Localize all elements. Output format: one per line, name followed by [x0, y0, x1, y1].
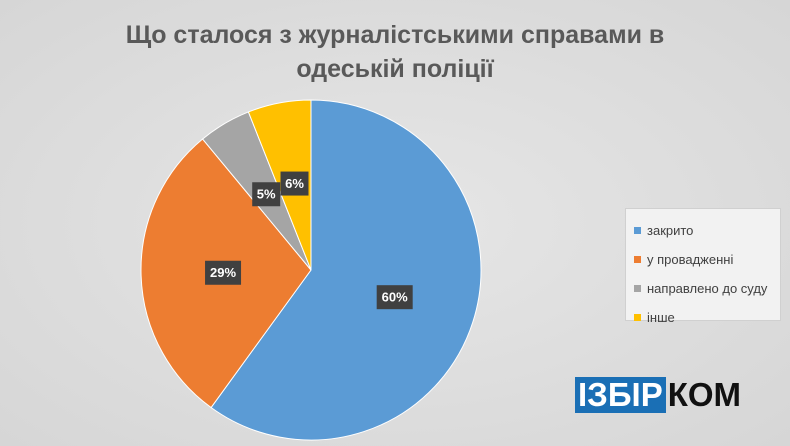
legend-swatch: [634, 256, 641, 263]
data-label-box: [280, 171, 309, 196]
data-label-box: [252, 182, 281, 207]
data-label: 5%: [257, 187, 276, 202]
data-label-box: [205, 260, 242, 285]
legend-entry: закрито: [626, 216, 780, 245]
data-label: 60%: [382, 290, 408, 305]
legend-entry: у провадженні: [626, 245, 780, 274]
legend-label: інше: [647, 310, 675, 325]
legend-swatch: [634, 285, 641, 292]
logo: ІЗБІР КОМ: [575, 377, 741, 413]
pie-slice: [210, 99, 482, 441]
logo-right: КОМ: [667, 376, 742, 413]
chart-title: Що сталося з журналістськими справами в …: [125, 21, 665, 83]
legend-swatch: [634, 227, 641, 234]
data-label: 29%: [210, 265, 236, 280]
data-label-box: [376, 285, 413, 310]
legend-label: направлено до суду: [647, 281, 768, 296]
legend-swatch: [634, 314, 641, 321]
legend-label: у провадженні: [647, 252, 734, 267]
data-label: 6%: [285, 176, 304, 191]
logo-left: ІЗБІР: [575, 377, 666, 413]
legend-label: закрито: [647, 223, 694, 238]
legend-entry: направлено до суду: [626, 274, 780, 303]
legend: закрито у провадженні направлено до суду ін…: [625, 208, 781, 325]
legend-entry: інше: [626, 303, 780, 332]
